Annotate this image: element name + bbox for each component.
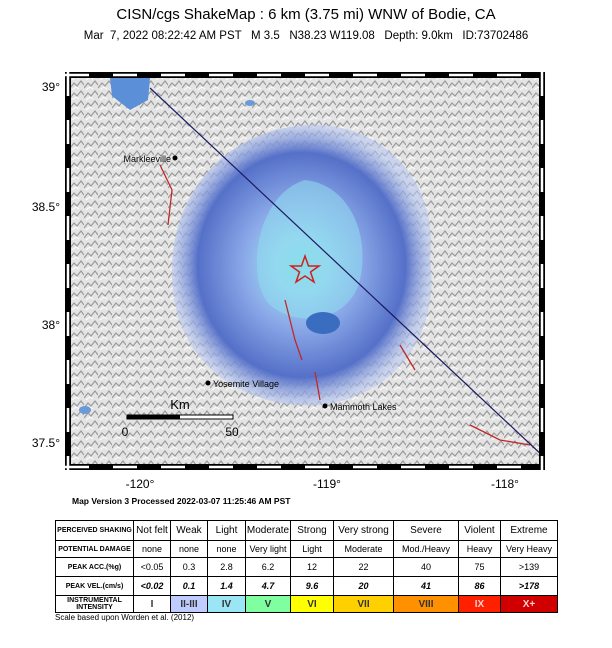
legend-cell-damage: Mod./Heavy — [393, 540, 459, 558]
legend-cell-vel: 9.6 — [290, 576, 334, 596]
legend-cell-damage: Very light — [245, 540, 291, 558]
legend-cell-vel: 4.7 — [245, 576, 291, 596]
legend-row: PERCEIVED SHAKING Not felt Weak Light Modera… — [55, 520, 558, 541]
legend-cell-acc: 2.8 — [207, 557, 246, 577]
town-dot — [205, 380, 211, 386]
legend-cell-intensity: VI — [290, 595, 334, 613]
shaking-core — [256, 180, 363, 319]
legend-cell-acc: 6.2 — [245, 557, 291, 577]
legend-cell-intensity: VII — [333, 595, 394, 613]
legend-cell-intensity: IX — [458, 595, 501, 613]
town-dot — [322, 403, 328, 409]
lon-label: -120° — [126, 477, 155, 491]
legend-cell-shaking: Violent — [458, 520, 501, 541]
legend-cell-shaking: Weak — [170, 520, 208, 541]
legend-cell-shaking: Strong — [290, 520, 334, 541]
state-border — [149, 87, 539, 454]
town-label: Markleeville — [123, 154, 171, 164]
scale-label: 0 — [122, 425, 129, 439]
legend-cell-damage: Moderate — [333, 540, 394, 558]
legend-cell-shaking: Very strong — [333, 520, 394, 541]
legend-cell-vel: 1.4 — [207, 576, 246, 596]
legend-cell-intensity: I — [133, 595, 171, 613]
legend-cell-acc: 12 — [290, 557, 334, 577]
scale-label: 50 — [225, 425, 239, 439]
lake — [79, 406, 91, 414]
lon-label: -118° — [491, 477, 519, 491]
epicenter — [288, 253, 322, 284]
legend-cell-damage: none — [207, 540, 246, 558]
intensity-legend: PERCEIVED SHAKING Not felt Weak Light Modera… — [55, 520, 558, 613]
legend-cell-damage: Heavy — [458, 540, 501, 558]
legend-cell-intensity: V — [245, 595, 291, 613]
legend-cell-vel: 41 — [393, 576, 459, 596]
legend-row: PEAK ACC.(%g) <0.05 0.3 2.8 6.2 12 22 40 75 >139 — [55, 557, 558, 577]
faults — [159, 164, 531, 446]
legend-cell-vel: <0.02 — [133, 576, 171, 596]
legend-cell-acc: 75 — [458, 557, 501, 577]
map-figure: CISN/cgs ShakeMap : 6 km (3.75 mi) WNW o… — [32, 6, 545, 506]
map-area: Markleeville Yosemite Village Mammoth La… — [71, 78, 539, 464]
row-header: PERCEIVED SHAKING — [55, 520, 134, 541]
row-header: PEAK ACC.(%g) — [55, 557, 134, 577]
scale-bar — [127, 415, 180, 419]
legend-cell-shaking: Light — [207, 520, 246, 541]
footnote: Scale based upon Worden et al. (2012) — [55, 613, 195, 622]
legend-cell-vel: 86 — [458, 576, 501, 596]
scale-unit: Km — [170, 397, 190, 412]
legend-cell-damage: Light — [290, 540, 334, 558]
legend-cell-acc: <0.05 — [133, 557, 171, 577]
legend-cell-vel: 0.1 — [170, 576, 208, 596]
legend-cell-acc: 40 — [393, 557, 459, 577]
legend-cell-shaking: Severe — [393, 520, 459, 541]
row-header: PEAK VEL.(cm/s) — [55, 576, 134, 596]
version-note: Map Version 3 Processed 2022-03-07 11:25… — [72, 496, 291, 506]
legend-cell-intensity: VIII — [393, 595, 459, 613]
legend-row: POTENTIAL DAMAGE none none none Very light Li… — [55, 540, 558, 558]
legend-cell-acc: >139 — [500, 557, 558, 577]
legend-row: INSTRUMENTAL INTENSITY I II-III IV V VI VII VII… — [55, 595, 558, 613]
legend-cell-intensity: II-III — [170, 595, 208, 613]
legend-cell-damage: none — [170, 540, 208, 558]
legend-cell-acc: 0.3 — [170, 557, 208, 577]
legend-cell-vel: >178 — [500, 576, 558, 596]
town-label: Yosemite Village — [213, 379, 279, 389]
legend-cell-intensity: X+ — [500, 595, 558, 613]
lat-label: 39° — [42, 80, 60, 94]
town-dot — [172, 155, 178, 161]
row-header: INSTRUMENTAL INTENSITY — [55, 595, 134, 613]
legend-cell-shaking: Extreme — [500, 520, 558, 541]
row-header: POTENTIAL DAMAGE — [55, 540, 134, 558]
frame-ticks — [65, 72, 545, 470]
lat-label: 38.5° — [32, 200, 60, 214]
legend-cell-acc: 22 — [333, 557, 394, 577]
lon-label: -119° — [313, 477, 341, 491]
subtitle: Mar 7, 2022 08:22:42 AM PST M 3.5 N38.23… — [84, 30, 529, 42]
legend-cell-shaking: Not felt — [133, 520, 171, 541]
legend-cell-vel: 20 — [333, 576, 394, 596]
legend-cell-intensity: IV — [207, 595, 246, 613]
lat-label: 38° — [42, 318, 60, 332]
legend-cell-shaking: Moderate — [245, 520, 291, 541]
legend-row: PEAK VEL.(cm/s) <0.02 0.1 1.4 4.7 9.6 20 41 86 >1… — [55, 576, 558, 596]
lake — [245, 100, 255, 106]
title: CISN/cgs ShakeMap : 6 km (3.75 mi) WNW o… — [116, 6, 495, 23]
legend-cell-damage: none — [133, 540, 171, 558]
lake-tahoe — [110, 78, 150, 110]
town-label: Mammoth Lakes — [330, 402, 397, 412]
mono-lake — [306, 312, 340, 334]
lat-label: 37.5° — [32, 436, 60, 450]
legend-cell-damage: Very Heavy — [500, 540, 558, 558]
